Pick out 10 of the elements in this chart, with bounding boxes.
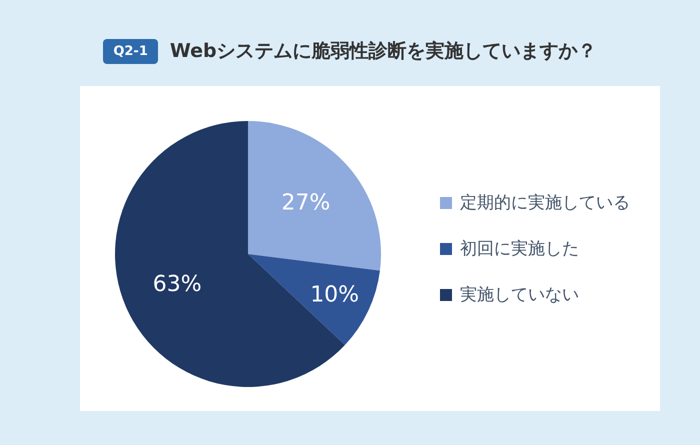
text: Q2-1 bbox=[103, 38, 158, 64]
data-label: 63% bbox=[152, 272, 202, 298]
legend-label: 実施していない bbox=[460, 284, 579, 304]
data-label: 10% bbox=[310, 282, 360, 308]
chart-title: Webシステムに脆弱性診断を実施していますか？ bbox=[170, 39, 597, 64]
legend-label: 初回に実施した bbox=[460, 238, 579, 258]
pie-slice bbox=[248, 254, 380, 346]
legend-label: 定期的に実施している bbox=[460, 192, 630, 212]
pie-slice bbox=[248, 121, 381, 271]
data-label: 27% bbox=[281, 190, 330, 216]
